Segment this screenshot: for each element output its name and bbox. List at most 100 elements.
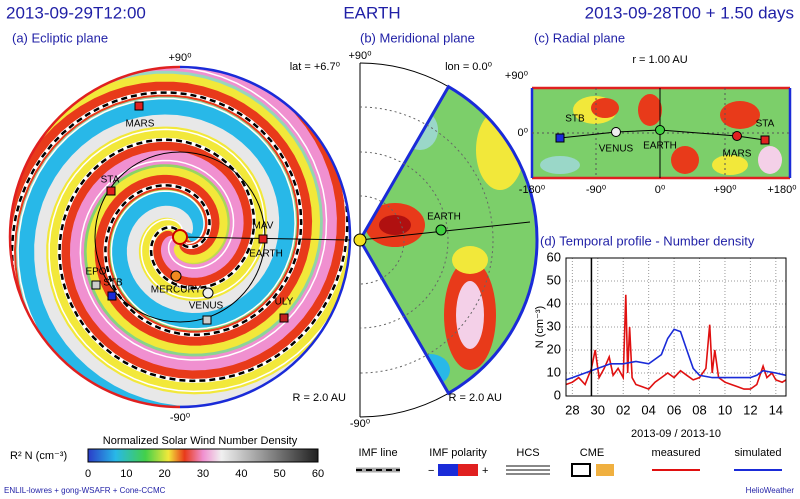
body-label: ULY [275,297,294,308]
header-run: 2013-09-28T00 + 1.50 days [585,3,794,22]
body-label: STA [101,175,120,186]
axis-label: 0⁰ [655,184,666,196]
legend-swatch [571,463,591,477]
colorbar-tick-label: 40 [235,468,247,480]
legend-label: + [482,465,488,477]
colorbar-tick-label: 10 [120,468,132,480]
x-tick-label: 12 [743,402,757,417]
spiral [18,99,348,407]
legend-label: measured [652,447,701,459]
y-tick-label: 0 [554,387,561,402]
body-label: EARTH [643,141,677,152]
axis-label: -90⁰ [350,418,371,430]
colorbar [87,448,319,463]
sun [172,229,188,245]
header-time: 2013-09-29T12:00 [6,3,146,22]
colorbar-title: Normalized Solar Wind Number Density [103,435,298,447]
x-tick-label: 10 [718,402,732,417]
polarity-wedge [358,84,539,396]
legend-swatch [458,464,478,476]
radius-label: R = 2.0 AU [448,392,502,404]
axis-label: -90⁰ [586,184,607,196]
body-marker [760,135,770,145]
x-tick-label: 30 [591,402,605,417]
x-tick-label: 04 [641,402,655,417]
body-label: STA [756,119,775,130]
chart-title: (d) Temporal profile - Number density [540,233,755,248]
colorbar-tick-label: 50 [274,468,286,480]
spiral [10,91,303,407]
body-label: STB [565,114,585,125]
y-tick-label: 20 [547,341,561,356]
spiral [46,67,345,379]
y-tick-label: 30 [547,318,561,333]
body-marker [202,315,212,325]
body-marker [435,224,447,236]
ecliptic-image [10,67,350,407]
body-label: MARS [723,149,752,160]
legend-label: CME [580,447,604,459]
axis-label: -180⁰ [519,184,546,196]
legend-swatch [596,464,614,476]
legend-label: IMF line [358,447,397,459]
y-axis-label: N (cm⁻³) [534,306,546,348]
legend-label: HCS [516,447,539,459]
panel-title: (b) Meridional plane [360,30,475,45]
panel-title: (c) Radial plane [534,30,625,45]
body-marker [279,313,289,323]
footer-credit: ENLIL-lowres + gong-WSAFR + Cone-CCMC [4,486,166,495]
polarity-arc [179,65,352,409]
sun [353,233,367,247]
series-line [565,294,787,391]
colorbar-tick-label: 60 [312,468,324,480]
r-label: r = 1.00 AU [632,54,687,66]
colorbar-ticks: 0 10 20 30 40 50 60 [85,468,324,480]
x-tick-label: 28 [565,402,579,417]
axis-label: 0⁰ [517,127,528,139]
body-marker [555,133,565,143]
spiral [10,67,328,361]
body-label: MARS [126,119,155,130]
spiral [58,67,349,383]
spiral [43,81,350,398]
grid [532,88,790,178]
body-marker [611,127,621,137]
body-label: EARTH [249,249,283,260]
plot-frame [565,257,787,397]
body-marker [134,101,144,111]
legend-label: IMF polarity [429,447,487,459]
spiral [60,67,346,380]
body-marker [258,234,268,244]
colorbar-tick-label: 0 [85,468,91,480]
body-label: VENUS [599,144,634,155]
panel-title: (a) Ecliptic plane [12,30,108,45]
series-line [565,328,787,381]
colorbar-tick-label: 30 [197,468,209,480]
polarity-arc [8,65,181,409]
x-tick-label: 02 [616,402,630,417]
header-target: EARTH [343,3,400,22]
body-marker [107,291,117,301]
body-label: STB [103,278,123,289]
lat-label: lat = +6.7⁰ [290,61,341,73]
axis-label: +90⁰ [168,52,192,64]
colorbar-tick-label: 20 [159,468,171,480]
spiral [34,114,350,407]
body-marker [91,280,101,290]
y-tick-label: 10 [547,364,561,379]
spiral [10,73,321,354]
radius-label: R = 2.0 AU [292,392,346,404]
x-tick-label: 14 [769,402,783,417]
line-chart: 0 10 20 30 40 50 60 28 30 02 04 06 08 10 12 14 [547,249,787,417]
grid [359,106,494,374]
body-label: EPO [85,267,106,278]
axis-label: -90⁰ [170,412,191,424]
body-marker [732,131,742,141]
legend-label: − [428,465,434,477]
colorbar-unit: R² N (cm⁻³) [10,450,67,462]
footer-brand: HelioWeather [746,486,795,495]
y-tick-label: 50 [547,272,561,287]
y-tick-label: 40 [547,295,561,310]
meridional-image [360,86,538,394]
